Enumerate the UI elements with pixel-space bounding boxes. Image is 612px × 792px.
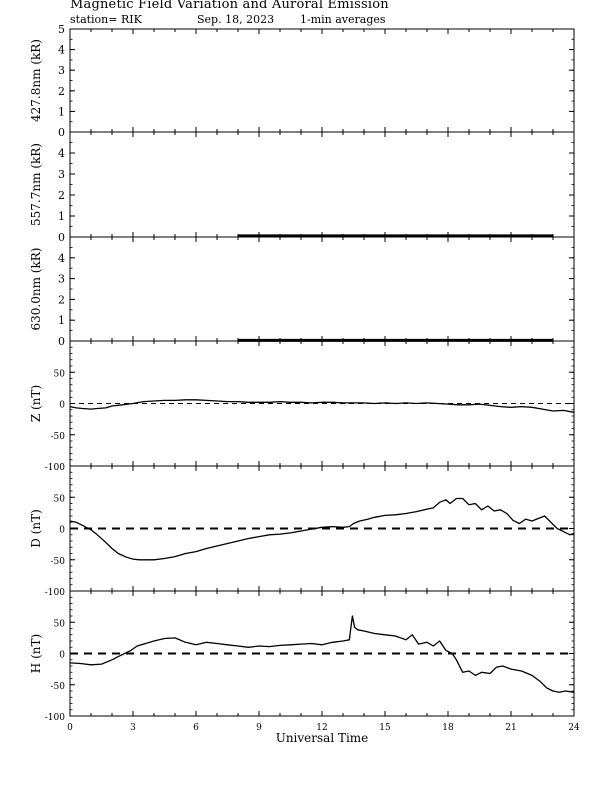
y-tick-label: 4 <box>58 147 65 160</box>
x-tick-label: 12 <box>316 723 327 733</box>
series-line <box>69 497 575 561</box>
y-tick-label: 0 <box>59 526 65 536</box>
y-tick-label: -100 <box>45 713 65 723</box>
x-tick-label: 24 <box>568 723 580 733</box>
y-tick-label: 0 <box>59 651 65 661</box>
x-tick-label: 3 <box>130 723 136 733</box>
y-tick-label: 0 <box>59 401 65 411</box>
y-tick-label: 50 <box>54 619 66 629</box>
panel-frame <box>69 236 575 342</box>
station-label: station= RIK <box>70 13 142 26</box>
y-tick-label: 0 <box>58 126 65 139</box>
y-tick-label: -50 <box>51 682 66 692</box>
y-tick-label: 1 <box>58 105 65 118</box>
x-axis-label: Universal Time <box>276 731 369 745</box>
y-tick-label: 2 <box>58 189 65 202</box>
date-label: Sep. 18, 2023 <box>197 13 275 26</box>
y-tick-label: 0 <box>58 231 65 244</box>
y-tick-label: 1 <box>58 210 65 223</box>
y-tick-label: 2 <box>58 85 65 98</box>
y-axis-label: H (nT) <box>29 634 43 673</box>
series-line <box>69 399 575 413</box>
y-tick-label: 5 <box>58 23 65 36</box>
x-tick-label: 15 <box>379 723 391 733</box>
y-tick-label: -100 <box>45 463 65 473</box>
series-line <box>69 615 575 693</box>
y-tick-label: 3 <box>58 168 65 181</box>
y-tick-label: 1 <box>58 314 65 327</box>
panel-frame <box>69 131 575 238</box>
chart-title: Magnetic Field Variation and Auroral Emi… <box>70 0 389 12</box>
y-axis-label: 557.7nm (kR) <box>29 143 43 226</box>
y-tick-label: 4 <box>58 252 65 265</box>
y-tick-label: 0 <box>58 335 65 348</box>
y-tick-label: 4 <box>58 44 65 57</box>
y-tick-label: -50 <box>51 432 66 442</box>
panel-frame <box>69 28 575 133</box>
x-tick-label: 0 <box>67 723 73 733</box>
averaging-label: 1-min averages <box>300 13 386 26</box>
y-axis-label: 630.0nm (kR) <box>29 248 43 331</box>
y-tick-label: 50 <box>54 494 66 504</box>
y-tick-label: -50 <box>51 557 66 567</box>
y-axis-label: D (nT) <box>29 509 43 548</box>
x-tick-label: 9 <box>256 723 262 733</box>
y-tick-label: 3 <box>58 273 65 286</box>
y-tick-label: 3 <box>58 64 65 77</box>
y-tick-label: 2 <box>58 293 65 306</box>
y-axis-label: 427.8nm (kR) <box>29 39 43 122</box>
y-axis-label: Z (nT) <box>29 385 43 422</box>
y-tick-label: -100 <box>45 588 65 598</box>
x-tick-label: 18 <box>442 723 454 733</box>
x-tick-label: 21 <box>505 723 516 733</box>
x-tick-label: 6 <box>193 723 199 733</box>
y-tick-label: 50 <box>54 369 66 379</box>
